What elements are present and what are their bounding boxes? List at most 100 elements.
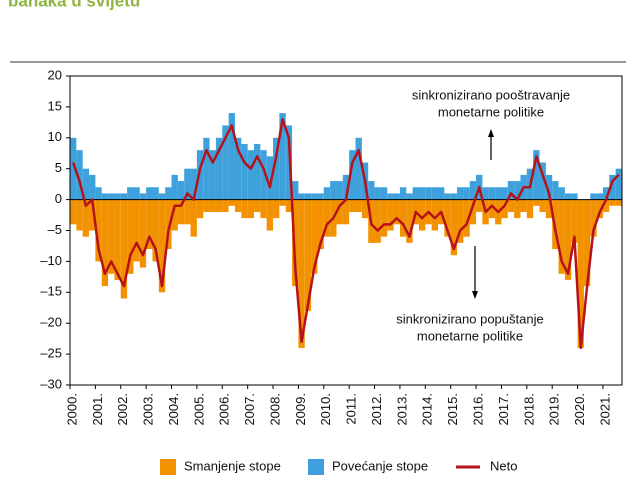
x-tick-label: 2001.: [90, 393, 105, 426]
x-tick-label: 2010.: [318, 393, 333, 426]
bar: [254, 143, 261, 200]
bar: [317, 193, 324, 200]
bar: [203, 199, 210, 212]
bar: [241, 199, 248, 219]
y-tick-label: 15: [48, 98, 62, 113]
y-tick-label: –5: [48, 222, 62, 237]
bar: [438, 187, 445, 200]
bar: [583, 199, 591, 287]
bar: [571, 193, 578, 200]
bar: [184, 199, 191, 225]
y-tick-label: 20: [48, 67, 62, 82]
bar: [457, 199, 464, 243]
legend-label: Smanjenje stope: [184, 458, 281, 473]
bar: [501, 199, 508, 219]
bar: [507, 181, 515, 200]
y-tick-label: 5: [55, 160, 62, 175]
bar: [273, 199, 280, 219]
bar: [564, 199, 572, 280]
bar: [361, 199, 369, 219]
bar: [127, 199, 134, 274]
bar: [158, 193, 166, 200]
bar: [279, 199, 286, 206]
bar: [406, 199, 413, 243]
bar: [311, 199, 318, 274]
x-tick-label: 2007.: [242, 393, 257, 426]
x-tick-label: 2018.: [521, 393, 536, 426]
bar: [108, 193, 115, 200]
bar: [514, 181, 521, 200]
bar: [76, 150, 83, 200]
bar: [368, 181, 375, 200]
bar: [222, 125, 229, 200]
bar: [355, 199, 362, 212]
bar: [158, 199, 166, 293]
bar: [520, 199, 527, 212]
legend-label: Neto: [490, 458, 517, 473]
bar: [457, 187, 464, 200]
bar: [533, 150, 540, 200]
x-tick-label: 2017.: [496, 393, 511, 426]
bar: [165, 199, 172, 250]
bar: [304, 193, 312, 200]
bar: [533, 199, 540, 206]
x-tick-label: 2011.: [344, 393, 359, 425]
bar: [577, 199, 584, 348]
bar: [190, 168, 197, 200]
bar: [209, 150, 216, 200]
bar: [545, 174, 553, 200]
annotation: monetarne politike: [438, 104, 544, 119]
bar: [139, 199, 147, 268]
bar: [285, 199, 293, 212]
bar: [387, 193, 394, 200]
bar: [571, 199, 578, 243]
y-tick-label: –15: [40, 284, 62, 299]
bar: [425, 187, 432, 200]
bar: [615, 168, 622, 200]
bar: [292, 181, 299, 200]
bar: [488, 199, 496, 219]
bar: [279, 113, 286, 200]
bar: [273, 137, 280, 200]
bar: [545, 199, 553, 219]
bar: [501, 187, 508, 200]
x-tick-label: 2000.: [64, 393, 79, 426]
bar: [476, 199, 483, 212]
x-tick-label: 2020.: [572, 393, 587, 426]
y-tick-label: 0: [55, 191, 62, 206]
bar: [399, 199, 407, 237]
bar: [418, 187, 426, 200]
bar: [539, 162, 546, 200]
bar: [558, 187, 565, 200]
bar: [349, 150, 356, 200]
bar: [539, 199, 546, 212]
bar: [336, 199, 343, 225]
bar: [507, 199, 515, 212]
bar: [247, 150, 254, 200]
bar: [431, 187, 438, 200]
bar: [298, 193, 305, 200]
arrow-up-head: [488, 129, 494, 137]
bar: [342, 199, 350, 225]
bar: [387, 199, 394, 231]
bar: [590, 193, 597, 200]
bar: [552, 181, 559, 200]
bar: [260, 199, 267, 219]
bar: [450, 193, 458, 200]
bar: [165, 187, 172, 200]
bar: [209, 199, 216, 212]
bar: [228, 199, 235, 206]
bar: [304, 199, 312, 311]
x-tick-label: 2013.: [394, 393, 409, 426]
bar: [228, 113, 235, 200]
legend-swatch: [308, 459, 324, 475]
x-tick-label: 2002.: [115, 393, 130, 426]
bar: [298, 199, 305, 348]
bar: [450, 199, 458, 256]
bar: [222, 199, 229, 212]
bar: [418, 199, 426, 231]
bar: [463, 187, 470, 200]
bar: [469, 199, 477, 225]
bar: [590, 199, 597, 237]
